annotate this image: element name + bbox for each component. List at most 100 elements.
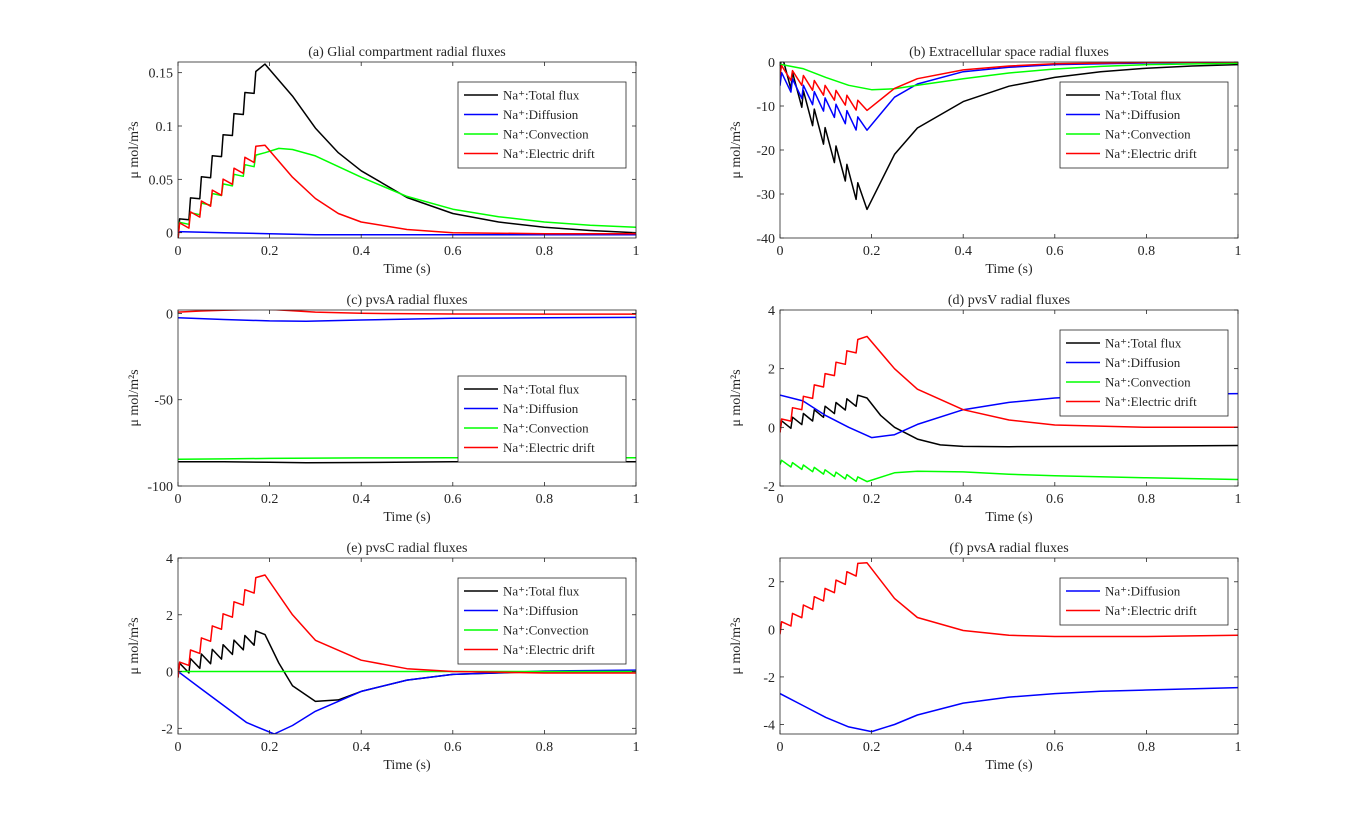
y-tick-label: -10 — [756, 100, 775, 115]
chart-title: (a) Glial compartment radial fluxes — [308, 45, 505, 60]
chart-panel-f: (f) pvsA radial fluxes 0 0.2 0.4 0.6 0.8 1 -4 -2… — [729, 541, 1242, 773]
x-tick-label: 0.4 — [954, 740, 972, 755]
y-tick-label: 0 — [768, 623, 775, 638]
series-line-diffusion — [178, 316, 636, 322]
series-line-drift — [780, 562, 1238, 638]
axes-box — [177, 61, 637, 239]
x-tick-label: 1 — [1235, 492, 1242, 507]
chart-panel-a: (a) Glial compartment radial fluxes 0 0.2 0… — [127, 45, 640, 277]
legend-entry-total: Na⁺:Total flux — [1105, 336, 1182, 351]
x-tick-label: 0.2 — [863, 740, 881, 755]
x-tick-label: 1 — [633, 740, 640, 755]
series-line-diffusion — [780, 686, 1238, 733]
x-tick-label: 0.8 — [536, 492, 554, 507]
chart-title: (b) Extracellular space radial fluxes — [909, 45, 1109, 60]
series-line-diffusion — [780, 62, 1238, 131]
y-axis-label: μ mol/m²s — [127, 617, 142, 674]
series-line-convection — [780, 62, 1238, 91]
x-tick-label: 0.2 — [261, 244, 279, 259]
y-axis-label: μ mol/m²s — [127, 121, 142, 178]
x-tick-label: 0.4 — [352, 492, 370, 507]
y-tick-label: 0 — [166, 666, 173, 681]
legend-entry-convection: Na⁺:Convection — [503, 623, 589, 638]
series-line-drift — [178, 574, 636, 678]
series-line-drift — [178, 310, 636, 315]
y-tick-label: 2 — [166, 609, 173, 624]
y-axis-label: μ mol/m²s — [729, 121, 744, 178]
axes-box — [779, 309, 1239, 487]
legend-entry-convection: Na⁺:Convection — [1105, 127, 1191, 142]
x-tick-label: 0.6 — [1046, 244, 1064, 259]
y-axis-label: μ mol/m²s — [127, 369, 142, 426]
y-tick-label: -2 — [763, 671, 775, 686]
x-tick-label: 0.4 — [954, 244, 972, 259]
legend-entry-drift: Na⁺:Electric drift — [1105, 394, 1197, 409]
x-tick-label: 1 — [633, 244, 640, 259]
y-tick-label: -40 — [756, 232, 775, 247]
x-tick-label: 0.6 — [1046, 492, 1064, 507]
x-tick-label: 0.6 — [1046, 740, 1064, 755]
legend-entry-diffusion: Na⁺:Diffusion — [503, 401, 579, 416]
y-tick-label: -50 — [154, 394, 173, 409]
x-tick-label: 0.2 — [261, 492, 279, 507]
legend-entry-drift: Na⁺:Electric drift — [503, 642, 595, 657]
series-line-total — [780, 62, 1238, 211]
y-tick-label: 0.1 — [156, 120, 174, 135]
legend-entry-drift: Na⁺:Electric drift — [503, 440, 595, 455]
y-axis-label: μ mol/m²s — [729, 369, 744, 426]
legend: Na⁺:Total flux Na⁺:Diffusion Na⁺:Convectio… — [457, 577, 627, 665]
axes-box — [779, 557, 1239, 735]
x-tick-label: 0.8 — [1138, 492, 1156, 507]
legend-box — [1059, 577, 1229, 626]
x-tick-label: 0.4 — [352, 740, 370, 755]
x-tick-label: 0.4 — [954, 492, 972, 507]
x-tick-label: 0.8 — [1138, 740, 1156, 755]
legend-entry-diffusion: Na⁺:Diffusion — [1105, 355, 1181, 370]
legend-entry-total: Na⁺:Total flux — [503, 584, 580, 599]
x-tick-label: 0.2 — [261, 740, 279, 755]
chart-panel-c: (c) pvsA radial fluxes 0 0.2 0.4 0.6 0.8 1 -100… — [127, 293, 640, 525]
y-tick-label: 0.15 — [149, 67, 174, 82]
y-tick-label: -100 — [147, 480, 173, 495]
series-group — [178, 574, 636, 734]
series-line-drift — [780, 335, 1238, 433]
series-line-diffusion — [178, 669, 636, 734]
x-tick-label: 0 — [175, 244, 182, 259]
legend-entry-drift: Na⁺:Electric drift — [1105, 603, 1197, 618]
chart-title: (c) pvsA radial fluxes — [347, 293, 468, 308]
chart-title: (e) pvsC radial fluxes — [347, 541, 468, 556]
legend-entry-diffusion: Na⁺:Diffusion — [503, 603, 579, 618]
legend: Na⁺:Diffusion Na⁺:Electric drift — [1059, 577, 1229, 626]
legend-entry-diffusion: Na⁺:Diffusion — [1105, 107, 1181, 122]
x-tick-label: 0.8 — [1138, 244, 1156, 259]
x-tick-label: 0.8 — [536, 244, 554, 259]
series-group — [780, 62, 1238, 211]
series-group — [780, 562, 1238, 733]
y-tick-label: 0 — [768, 56, 775, 71]
x-tick-label: 0 — [777, 244, 784, 259]
x-tick-label: 0.2 — [863, 244, 881, 259]
series-line-total — [178, 63, 636, 238]
x-tick-label: 0.6 — [444, 244, 462, 259]
x-tick-label: 0.2 — [863, 492, 881, 507]
y-tick-label: 2 — [768, 576, 775, 591]
legend: Na⁺:Total flux Na⁺:Diffusion Na⁺:Convectio… — [1059, 81, 1229, 169]
x-axis-label: Time (s) — [985, 262, 1033, 277]
chart-title: (d) pvsV radial fluxes — [948, 293, 1070, 308]
legend: Na⁺:Total flux Na⁺:Diffusion Na⁺:Convectio… — [457, 375, 627, 463]
y-tick-label: 2 — [768, 363, 775, 378]
legend-entry-diffusion: Na⁺:Diffusion — [503, 107, 579, 122]
axes-box — [177, 557, 637, 735]
series-line-convection — [780, 459, 1238, 483]
legend-entry-drift: Na⁺:Electric drift — [1105, 146, 1197, 161]
legend-entry-drift: Na⁺:Electric drift — [503, 146, 595, 161]
x-tick-label: 0.8 — [536, 740, 554, 755]
legend-entry-diffusion: Na⁺:Diffusion — [1105, 584, 1181, 599]
y-tick-label: 0 — [768, 421, 775, 436]
x-tick-label: 0.4 — [352, 244, 370, 259]
x-tick-label: 0.6 — [444, 492, 462, 507]
legend-entry-total: Na⁺:Total flux — [503, 382, 580, 397]
x-tick-label: 0 — [777, 492, 784, 507]
